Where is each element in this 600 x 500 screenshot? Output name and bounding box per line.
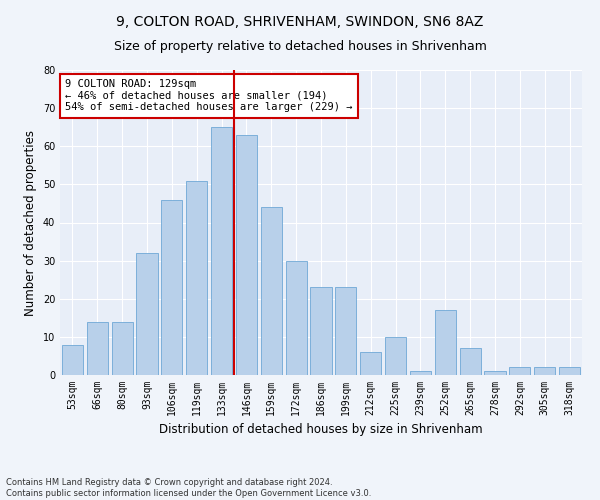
Bar xyxy=(261,207,282,375)
Y-axis label: Number of detached properties: Number of detached properties xyxy=(24,130,37,316)
Bar xyxy=(460,348,481,375)
Text: 9 COLTON ROAD: 129sqm
← 46% of detached houses are smaller (194)
54% of semi-det: 9 COLTON ROAD: 129sqm ← 46% of detached … xyxy=(65,79,353,112)
Bar xyxy=(385,337,406,375)
Bar xyxy=(435,310,456,375)
Bar xyxy=(559,368,580,375)
Bar xyxy=(310,288,332,375)
Bar xyxy=(236,135,257,375)
Bar xyxy=(484,371,506,375)
Bar xyxy=(186,180,207,375)
Bar xyxy=(360,352,381,375)
Bar xyxy=(335,288,356,375)
Bar xyxy=(211,127,232,375)
Bar xyxy=(161,200,182,375)
X-axis label: Distribution of detached houses by size in Shrivenham: Distribution of detached houses by size … xyxy=(159,424,483,436)
Text: Contains HM Land Registry data © Crown copyright and database right 2024.
Contai: Contains HM Land Registry data © Crown c… xyxy=(6,478,371,498)
Text: 9, COLTON ROAD, SHRIVENHAM, SWINDON, SN6 8AZ: 9, COLTON ROAD, SHRIVENHAM, SWINDON, SN6… xyxy=(116,15,484,29)
Text: Size of property relative to detached houses in Shrivenham: Size of property relative to detached ho… xyxy=(113,40,487,53)
Bar xyxy=(509,368,530,375)
Bar xyxy=(534,368,555,375)
Bar xyxy=(112,322,133,375)
Bar xyxy=(62,344,83,375)
Bar xyxy=(136,253,158,375)
Bar xyxy=(87,322,108,375)
Bar xyxy=(410,371,431,375)
Bar xyxy=(286,260,307,375)
